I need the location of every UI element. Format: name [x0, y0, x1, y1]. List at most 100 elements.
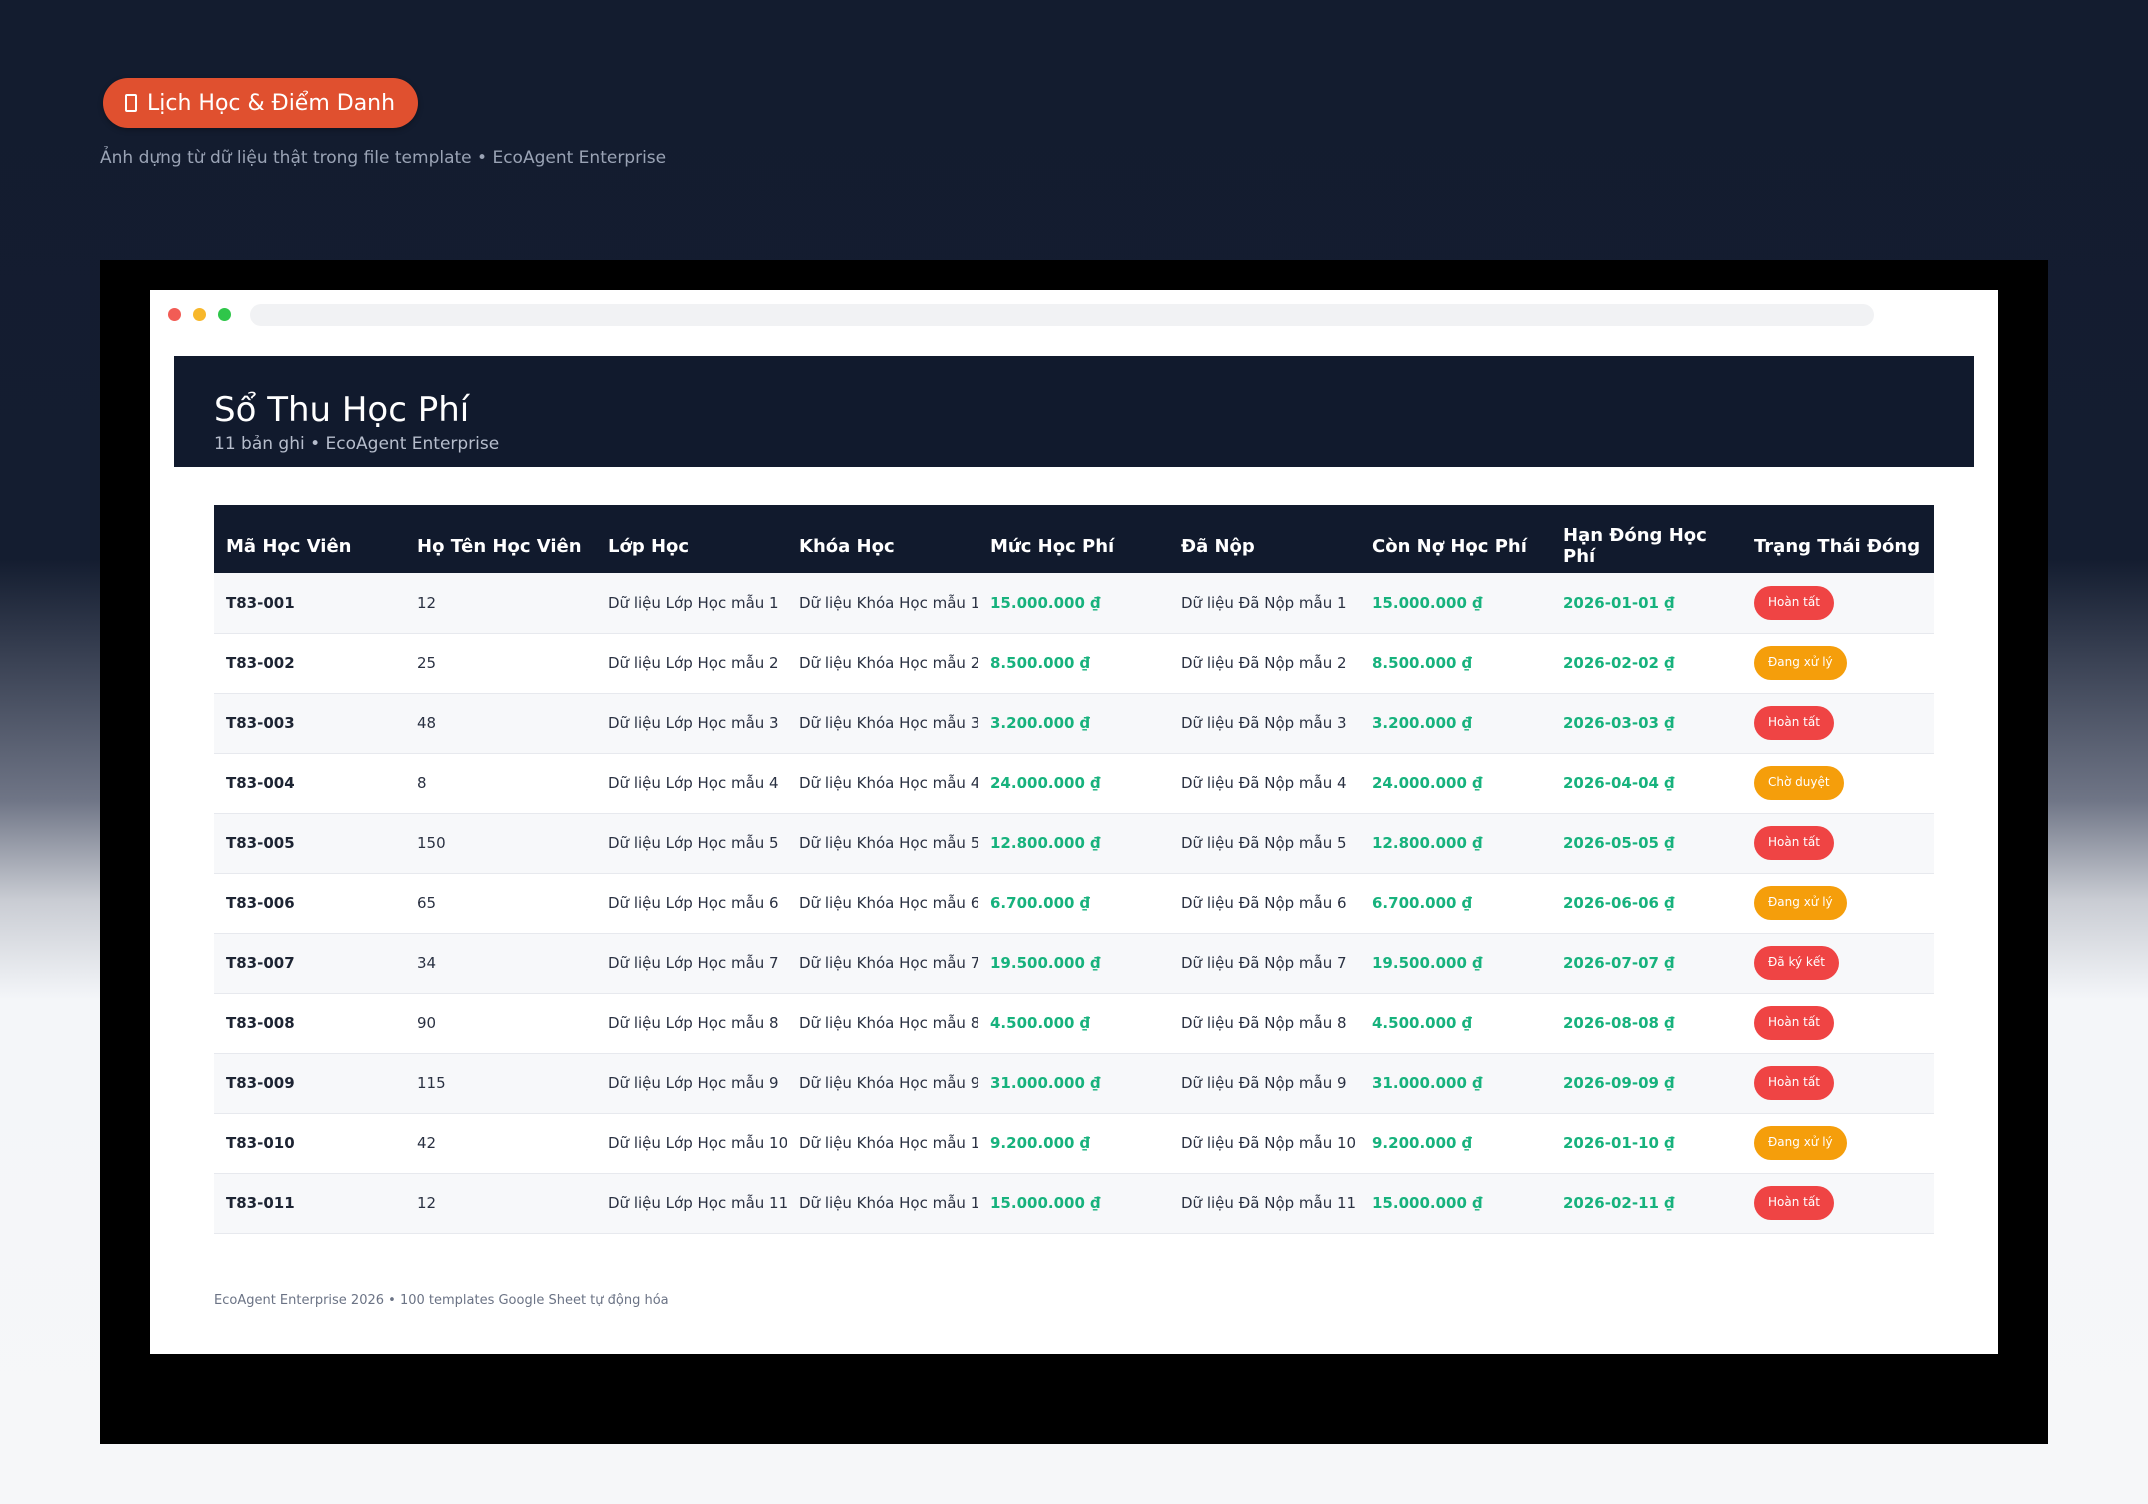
- class-cell: Dữ liệu Lớp Học mẫu 7: [608, 954, 779, 972]
- paid-cell: Dữ liệu Đã Nộp mẫu 6: [1181, 894, 1347, 912]
- debt-cell: 15.000.000 ₫: [1372, 1194, 1483, 1212]
- table-row[interactable]: T83-011 12 Dữ liệu Lớp Học mẫu 11 Dữ liệu K…: [214, 1173, 1934, 1233]
- student-name-cell: 90: [417, 1014, 437, 1032]
- table-row[interactable]: T83-009 115 Dữ liệu Lớp Học mẫu 9 Dữ liệu K…: [214, 1053, 1934, 1113]
- debt-cell: 31.000.000 ₫: [1372, 1074, 1483, 1092]
- hero-badge[interactable]: Lịch Học & Điểm Danh: [103, 78, 418, 128]
- fee-cell: 12.800.000 ₫: [990, 834, 1101, 852]
- status-badge[interactable]: Đang xử lý: [1754, 886, 1847, 920]
- status-badge[interactable]: Chờ duyệt: [1754, 766, 1844, 800]
- table-row[interactable]: T83-006 65 Dữ liệu Lớp Học mẫu 6 Dữ liệu Kh…: [214, 873, 1934, 933]
- due-date-cell: 2026-02-02 ₫: [1563, 654, 1675, 672]
- class-cell: Dữ liệu Lớp Học mẫu 6: [608, 894, 779, 912]
- paid-cell: Dữ liệu Đã Nộp mẫu 2: [1181, 654, 1347, 672]
- column-header[interactable]: Đã Nộp: [1181, 535, 1255, 557]
- column-header[interactable]: Lớp Học: [608, 535, 690, 557]
- paid-cell: Dữ liệu Đã Nộp mẫu 3: [1181, 714, 1347, 732]
- fee-cell: 4.500.000 ₫: [990, 1014, 1091, 1032]
- course-cell: Dữ liệu Khóa Học mẫu 5: [799, 834, 978, 852]
- sheet-title: Sổ Thu Học Phí: [214, 390, 470, 430]
- browser-window: Sổ Thu Học Phí 11 bản ghi • EcoAgent Ent…: [150, 290, 1998, 1354]
- debt-cell: 24.000.000 ₫: [1372, 774, 1483, 792]
- table-row[interactable]: T83-002 25 Dữ liệu Lớp Học mẫu 2 Dữ liệu Kh…: [214, 633, 1934, 693]
- table-row[interactable]: T83-010 42 Dữ liệu Lớp Học mẫu 10 Dữ liệu K…: [214, 1113, 1934, 1173]
- course-cell: Dữ liệu Khóa Học mẫu 3: [799, 714, 978, 732]
- paid-cell: Dữ liệu Đã Nộp mẫu 11: [1181, 1194, 1357, 1212]
- paid-cell: Dữ liệu Đã Nộp mẫu 4: [1181, 774, 1347, 792]
- due-date-cell: 2026-08-08 ₫: [1563, 1014, 1675, 1032]
- status-badge[interactable]: Hoàn tất: [1754, 1186, 1834, 1220]
- student-name-cell: 65: [417, 894, 437, 912]
- column-header[interactable]: Hạn Đóng Học Phí: [1563, 525, 1707, 567]
- student-id-cell: T83-009: [226, 1074, 295, 1092]
- course-cell: Dữ liệu Khóa Học mẫu 9: [799, 1074, 978, 1092]
- paid-cell: Dữ liệu Đã Nộp mẫu 7: [1181, 954, 1347, 972]
- student-id-cell: T83-006: [226, 894, 295, 912]
- status-badge[interactable]: Đã ký kết: [1754, 946, 1839, 980]
- paid-cell: Dữ liệu Đã Nộp mẫu 9: [1181, 1074, 1347, 1092]
- student-name-cell: 12: [417, 1194, 437, 1212]
- table-body: T83-001 12 Dữ liệu Lớp Học mẫu 1 Dữ liệu Kh…: [214, 573, 1934, 1233]
- debt-cell: 12.800.000 ₫: [1372, 834, 1483, 852]
- debt-cell: 9.200.000 ₫: [1372, 1134, 1473, 1152]
- table-row[interactable]: T83-005 150 Dữ liệu Lớp Học mẫu 5 Dữ liệu K…: [214, 813, 1934, 873]
- calendar-icon: [125, 94, 137, 112]
- column-header[interactable]: Mức Học Phí: [990, 535, 1115, 557]
- class-cell: Dữ liệu Lớp Học mẫu 1: [608, 593, 779, 612]
- student-id-cell: T83-007: [226, 954, 295, 972]
- table-row[interactable]: T83-008 90 Dữ liệu Lớp Học mẫu 8 Dữ liệu Kh…: [214, 993, 1934, 1053]
- student-name-cell: 42: [417, 1134, 437, 1152]
- status-cell: Đã ký kết: [1742, 933, 1934, 993]
- status-cell: Hoàn tất: [1742, 573, 1934, 633]
- paid-cell: Dữ liệu Đã Nộp mẫu 5: [1181, 834, 1347, 852]
- debt-cell: 4.500.000 ₫: [1372, 1014, 1473, 1032]
- column-header[interactable]: Còn Nợ Học Phí: [1372, 535, 1527, 557]
- due-date-cell: 2026-07-07 ₫: [1563, 954, 1675, 972]
- fee-table-container: Mã Học Viên Họ Tên Học Viên Lớp Học Khóa…: [214, 505, 1934, 1234]
- table-row[interactable]: T83-003 48 Dữ liệu Lớp Học mẫu 3 Dữ liệu Kh…: [214, 693, 1934, 753]
- due-date-cell: 2026-01-01 ₫: [1563, 593, 1675, 612]
- status-cell: Hoàn tất: [1742, 813, 1934, 873]
- maximize-dot-icon[interactable]: [218, 308, 231, 321]
- fee-table: Mã Học Viên Họ Tên Học Viên Lớp Học Khóa…: [214, 505, 1934, 1234]
- hero-badge-label: Lịch Học & Điểm Danh: [147, 90, 396, 116]
- class-cell: Dữ liệu Lớp Học mẫu 5: [608, 834, 779, 852]
- status-cell: Đang xử lý: [1742, 873, 1934, 933]
- status-badge[interactable]: Hoàn tất: [1754, 1006, 1834, 1040]
- status-badge[interactable]: Hoàn tất: [1754, 585, 1834, 620]
- sheet-subtitle: 11 bản ghi • EcoAgent Enterprise: [214, 434, 500, 454]
- column-header[interactable]: Trạng Thái Đóng: [1754, 535, 1921, 557]
- due-date-cell: 2026-04-04 ₫: [1563, 774, 1675, 792]
- due-date-cell: 2026-02-11 ₫: [1563, 1194, 1675, 1212]
- column-header[interactable]: Khóa Học: [799, 535, 895, 557]
- student-id-cell: T83-002: [226, 654, 295, 672]
- fee-cell: 19.500.000 ₫: [990, 954, 1101, 972]
- column-header[interactable]: Mã Học Viên: [226, 535, 352, 557]
- due-date-cell: 2026-06-06 ₫: [1563, 894, 1675, 912]
- status-badge[interactable]: Hoàn tất: [1754, 1066, 1834, 1100]
- screenshot-frame: Sổ Thu Học Phí 11 bản ghi • EcoAgent Ent…: [100, 260, 2048, 1444]
- column-header[interactable]: Họ Tên Học Viên: [417, 535, 582, 557]
- student-id-cell: T83-001: [226, 593, 295, 612]
- close-dot-icon[interactable]: [168, 308, 181, 321]
- table-row[interactable]: T83-001 12 Dữ liệu Lớp Học mẫu 1 Dữ liệu Kh…: [214, 573, 1934, 633]
- student-id-cell: T83-010: [226, 1134, 295, 1152]
- status-badge[interactable]: Hoàn tất: [1754, 826, 1834, 860]
- course-cell: Dữ liệu Khóa Học mẫu 2: [799, 654, 978, 672]
- student-id-cell: T83-005: [226, 834, 295, 852]
- class-cell: Dữ liệu Lớp Học mẫu 3: [608, 714, 779, 732]
- due-date-cell: 2026-09-09 ₫: [1563, 1074, 1675, 1092]
- status-cell: Đang xử lý: [1742, 1113, 1934, 1173]
- status-cell: Chờ duyệt: [1742, 753, 1934, 813]
- status-badge[interactable]: Hoàn tất: [1754, 706, 1834, 740]
- table-row[interactable]: T83-007 34 Dữ liệu Lớp Học mẫu 7 Dữ liệu Kh…: [214, 933, 1934, 993]
- status-cell: Hoàn tất: [1742, 693, 1934, 753]
- status-badge[interactable]: Đang xử lý: [1754, 1126, 1847, 1160]
- table-row[interactable]: T83-004 8 Dữ liệu Lớp Học mẫu 4 Dữ liệu Khó…: [214, 753, 1934, 813]
- status-badge[interactable]: Đang xử lý: [1754, 646, 1847, 680]
- address-bar[interactable]: [250, 304, 1874, 326]
- class-cell: Dữ liệu Lớp Học mẫu 11: [608, 1194, 787, 1212]
- course-cell: Dữ liệu Khóa Học mẫu 1: [799, 593, 978, 612]
- footer-note: EcoAgent Enterprise 2026 • 100 templates…: [214, 1293, 669, 1308]
- minimize-dot-icon[interactable]: [193, 308, 206, 321]
